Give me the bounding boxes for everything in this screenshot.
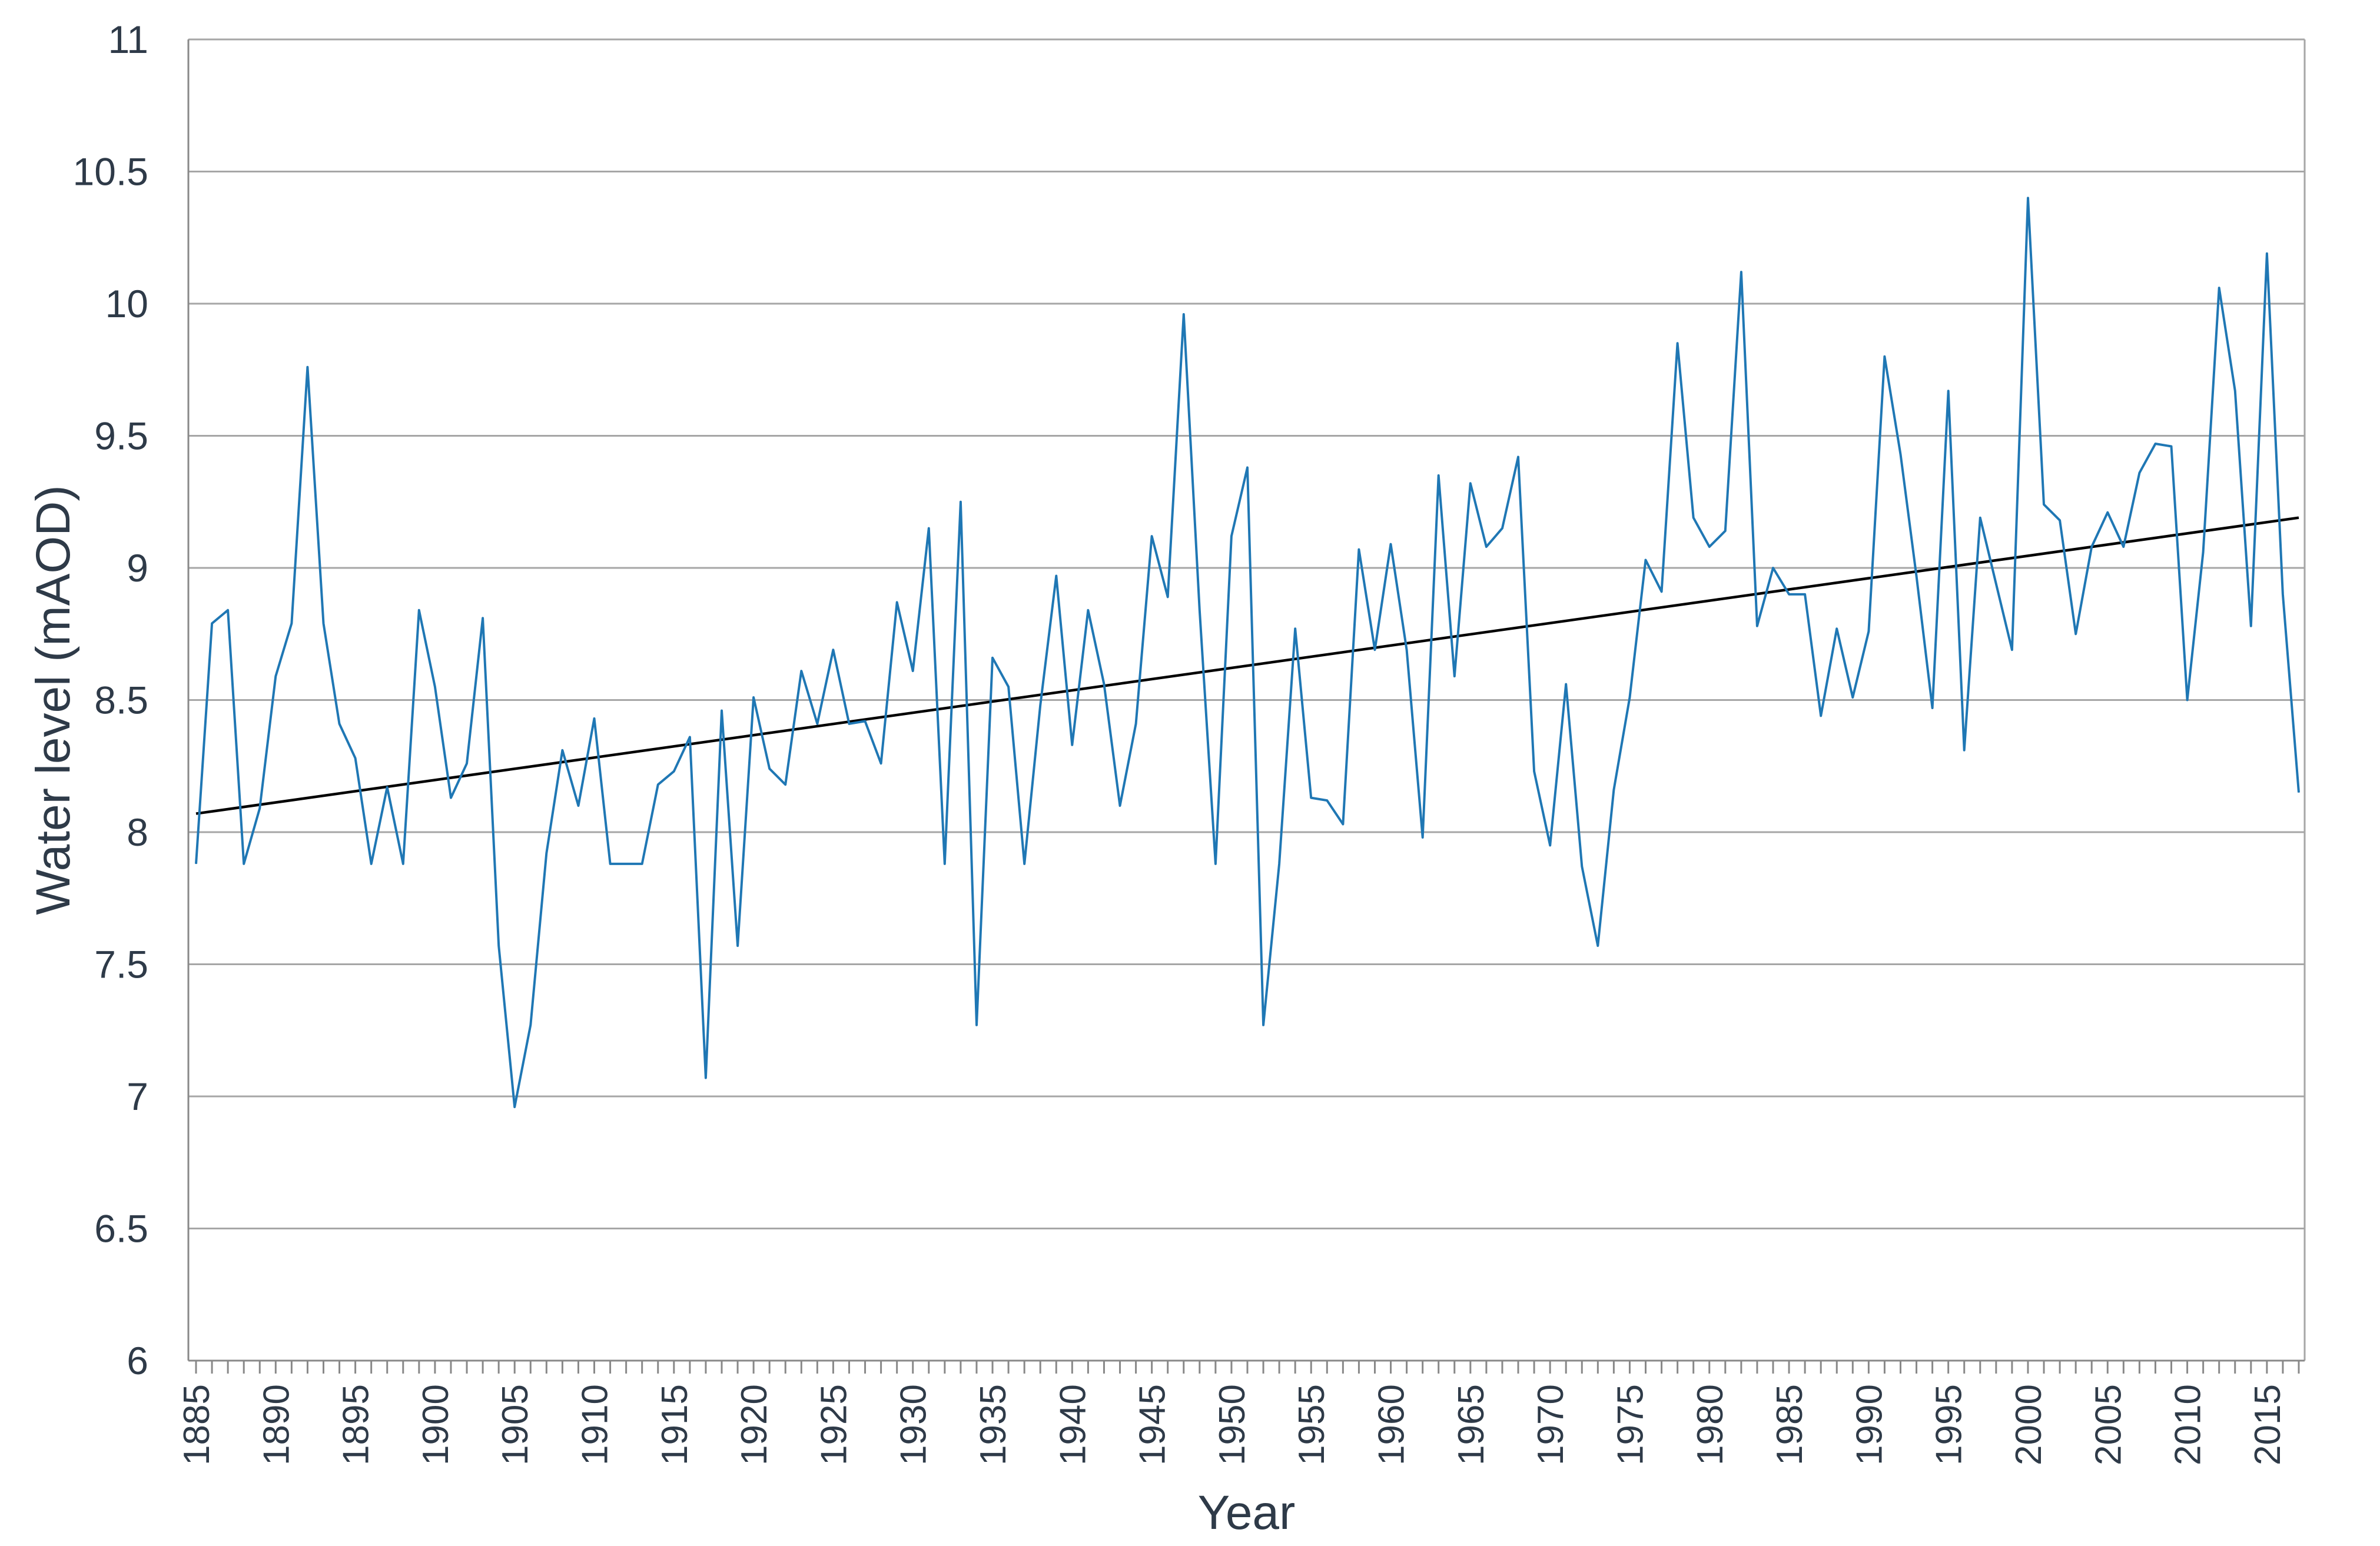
data-point bbox=[1310, 797, 1312, 799]
data-point bbox=[1677, 343, 1678, 344]
data-point bbox=[514, 1106, 515, 1108]
data-point bbox=[323, 623, 324, 624]
water-level-series-line bbox=[195, 197, 2300, 1108]
x-tick-label: 1960 bbox=[1372, 1384, 1412, 1465]
x-tick-label: 1990 bbox=[1849, 1384, 1890, 1465]
trend-line bbox=[195, 516, 2299, 815]
y-tick-label: 6.5 bbox=[94, 1207, 148, 1251]
x-tick-label: 1900 bbox=[416, 1384, 456, 1465]
y-tick-label: 11 bbox=[108, 18, 148, 61]
data-point bbox=[1438, 475, 1439, 476]
data-point bbox=[1629, 697, 1630, 698]
data-point bbox=[2155, 443, 2156, 444]
data-point bbox=[753, 697, 754, 698]
data-point bbox=[1693, 517, 1694, 518]
x-tick-label: 2000 bbox=[2009, 1384, 2049, 1465]
data-point bbox=[816, 723, 818, 724]
data-point bbox=[1071, 744, 1073, 746]
y-tick-label: 9 bbox=[127, 546, 148, 590]
x-tick-label: 2005 bbox=[2088, 1384, 2129, 1465]
data-point bbox=[1932, 707, 1933, 709]
x-tick-label: 1885 bbox=[177, 1384, 217, 1465]
x-tick-label: 1895 bbox=[336, 1384, 377, 1465]
x-tick-label: 1920 bbox=[734, 1384, 775, 1465]
x-tick-label: 1970 bbox=[1531, 1384, 1571, 1465]
x-tick-label: 1950 bbox=[1212, 1384, 1253, 1465]
data-point bbox=[1040, 704, 1041, 706]
x-tick-label: 1910 bbox=[575, 1384, 616, 1465]
data-point bbox=[1661, 591, 1662, 592]
data-point bbox=[1533, 771, 1535, 772]
x-tick-label: 1985 bbox=[1770, 1384, 1810, 1465]
y-tick-label: 8.5 bbox=[94, 679, 148, 722]
x-tick-label: 1935 bbox=[973, 1384, 1014, 1465]
y-tick-label: 10 bbox=[105, 282, 148, 325]
data-point bbox=[1470, 483, 1471, 484]
data-point bbox=[291, 623, 292, 624]
x-tick-label: 1980 bbox=[1690, 1384, 1731, 1465]
data-point bbox=[673, 771, 675, 772]
x-tick-label: 1940 bbox=[1053, 1384, 1093, 1465]
data-point bbox=[1247, 467, 1248, 468]
x-tick-label: 1965 bbox=[1451, 1384, 1492, 1465]
data-point bbox=[2266, 253, 2268, 254]
data-point bbox=[195, 863, 197, 865]
x-axis-title: Year bbox=[1198, 1486, 1296, 1540]
x-tick-label: 1890 bbox=[256, 1384, 297, 1465]
data-point bbox=[1549, 845, 1551, 846]
y-axis-ticks: 6 6.5 7 7.5 8 8.5 9 9.5 10 10.5 11 bbox=[73, 18, 148, 1382]
data-point bbox=[1279, 863, 1280, 865]
x-tick-label: 1930 bbox=[894, 1384, 934, 1465]
x-tick-label: 2015 bbox=[2248, 1384, 2288, 1465]
data-point bbox=[2171, 445, 2172, 447]
y-tick-label: 8 bbox=[127, 810, 148, 854]
x-tick-label: 1915 bbox=[655, 1384, 695, 1465]
x-tick-label: 1955 bbox=[1292, 1384, 1332, 1465]
data-point bbox=[1884, 356, 1885, 357]
y-axis-title: Water level (mAOD) bbox=[26, 485, 80, 915]
data-point bbox=[355, 757, 356, 759]
x-tick-label: 1925 bbox=[814, 1384, 854, 1465]
data-point bbox=[960, 501, 961, 503]
x-tick-label: 1945 bbox=[1133, 1384, 1173, 1465]
data-point bbox=[2107, 512, 2108, 513]
series-points bbox=[195, 197, 2299, 1108]
x-axis-ticks bbox=[195, 1361, 2300, 1374]
y-tick-label: 7.5 bbox=[94, 943, 148, 986]
x-axis-labels: 1885 1890 1895 1900 1905 1910 1915 1920 1925 1930… bbox=[177, 1384, 2288, 1465]
y-tick-label: 10.5 bbox=[73, 150, 148, 194]
data-point bbox=[1151, 536, 1153, 537]
x-tick-label: 1995 bbox=[1929, 1384, 1970, 1465]
data-point bbox=[211, 623, 213, 624]
x-tick-label: 2010 bbox=[2168, 1384, 2209, 1465]
x-tick-label: 1905 bbox=[495, 1384, 536, 1465]
y-tick-label: 7 bbox=[127, 1075, 148, 1118]
data-point bbox=[1215, 863, 1216, 865]
x-tick-label: 1975 bbox=[1610, 1384, 1651, 1465]
data-point bbox=[785, 784, 786, 785]
data-point bbox=[339, 723, 340, 724]
y-tick-label: 9.5 bbox=[94, 414, 148, 458]
data-point bbox=[275, 676, 276, 677]
data-point bbox=[594, 718, 595, 719]
data-point bbox=[1231, 536, 1232, 537]
data-point bbox=[944, 863, 945, 865]
data-point bbox=[1024, 863, 1025, 865]
data-point bbox=[450, 797, 452, 799]
y-tick-label: 6 bbox=[127, 1339, 148, 1382]
gridlines bbox=[188, 38, 2306, 1361]
data-point bbox=[1454, 676, 1455, 677]
